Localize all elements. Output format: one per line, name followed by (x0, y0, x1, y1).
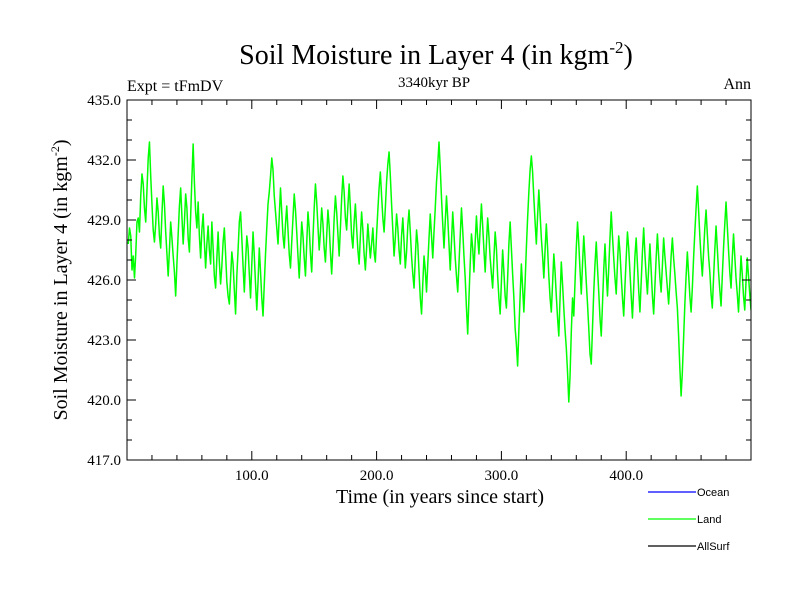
y-axis-title: Soil Moisture in Layer 4 (in kgm-2) (48, 139, 72, 420)
y-tick-label: 432.0 (87, 153, 121, 169)
experiment-label: Expt = tFmDV (127, 78, 224, 95)
x-tick-label: 300.0 (485, 468, 519, 484)
legend-label-allsurf: AllSurf (697, 541, 730, 553)
axis-ticks: 417.0 420.0 423.0 426.0 429.0 432.0 435.0 100.0… (87, 93, 751, 484)
season-label: Ann (723, 76, 751, 93)
legend-label-land: Land (697, 514, 721, 526)
legend-label-ocean: Ocean (697, 487, 729, 499)
x-tick-label: 200.0 (360, 468, 394, 484)
x-tick-label: 100.0 (235, 468, 269, 484)
y-tick-label: 420.0 (87, 393, 121, 409)
legend: Ocean Land AllSurf (648, 487, 730, 553)
chart-title: Soil Moisture in Layer 4 (in kgm-2) (239, 38, 633, 71)
y-tick-label: 426.0 (87, 273, 121, 289)
series-line-land (127, 141, 751, 403)
y-tick-label: 417.0 (87, 453, 121, 469)
y-tick-label: 429.0 (87, 213, 121, 229)
x-tick-label: 400.0 (609, 468, 643, 484)
x-axis-title: Time (in years since start) (336, 486, 544, 508)
period-label: 3340kyr BP (398, 75, 470, 91)
y-tick-label: 423.0 (87, 333, 121, 349)
y-tick-label: 435.0 (87, 93, 121, 109)
